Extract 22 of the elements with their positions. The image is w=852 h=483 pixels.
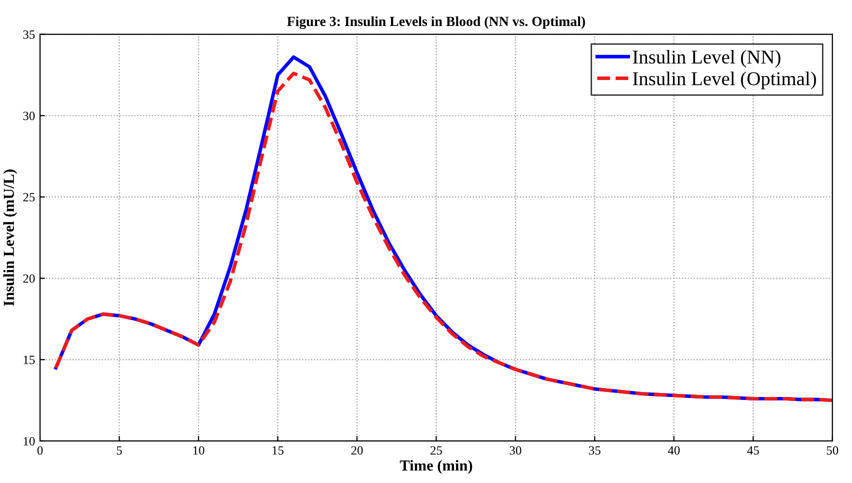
x-tick-label: 50 bbox=[826, 446, 838, 455]
legend-label: Insulin Level (NN) bbox=[632, 50, 780, 68]
x-tick-label: 5 bbox=[116, 446, 122, 455]
y-tick-label: 30 bbox=[23, 112, 35, 120]
y-axis-title: Insulin Level (mU/L) bbox=[3, 170, 18, 306]
x-tick-label: 45 bbox=[747, 446, 759, 455]
x-tick-label: 25 bbox=[430, 446, 442, 455]
x-tick-label: 0 bbox=[37, 446, 43, 455]
y-tick-label: 25 bbox=[23, 193, 35, 202]
y-tick-label: 35 bbox=[23, 30, 35, 39]
x-tick-label: 30 bbox=[510, 446, 522, 455]
x-tick-label: 40 bbox=[668, 446, 680, 455]
x-tick-label: 20 bbox=[351, 446, 363, 455]
chart-title: Figure 3: Insulin Levels in Blood (NN vs. Optimal) bbox=[287, 16, 586, 30]
y-tick-label: 10 bbox=[24, 437, 35, 446]
y-tick-label: 15 bbox=[24, 356, 35, 364]
x-axis-title: Time (min) bbox=[400, 460, 472, 474]
legend-label: Insulin Level (Optimal) bbox=[632, 72, 816, 90]
x-tick-label: 10 bbox=[193, 446, 204, 455]
y-tick-label: 20 bbox=[23, 274, 35, 283]
x-tick-label: 15 bbox=[272, 446, 284, 455]
x-tick-label: 35 bbox=[589, 446, 600, 455]
